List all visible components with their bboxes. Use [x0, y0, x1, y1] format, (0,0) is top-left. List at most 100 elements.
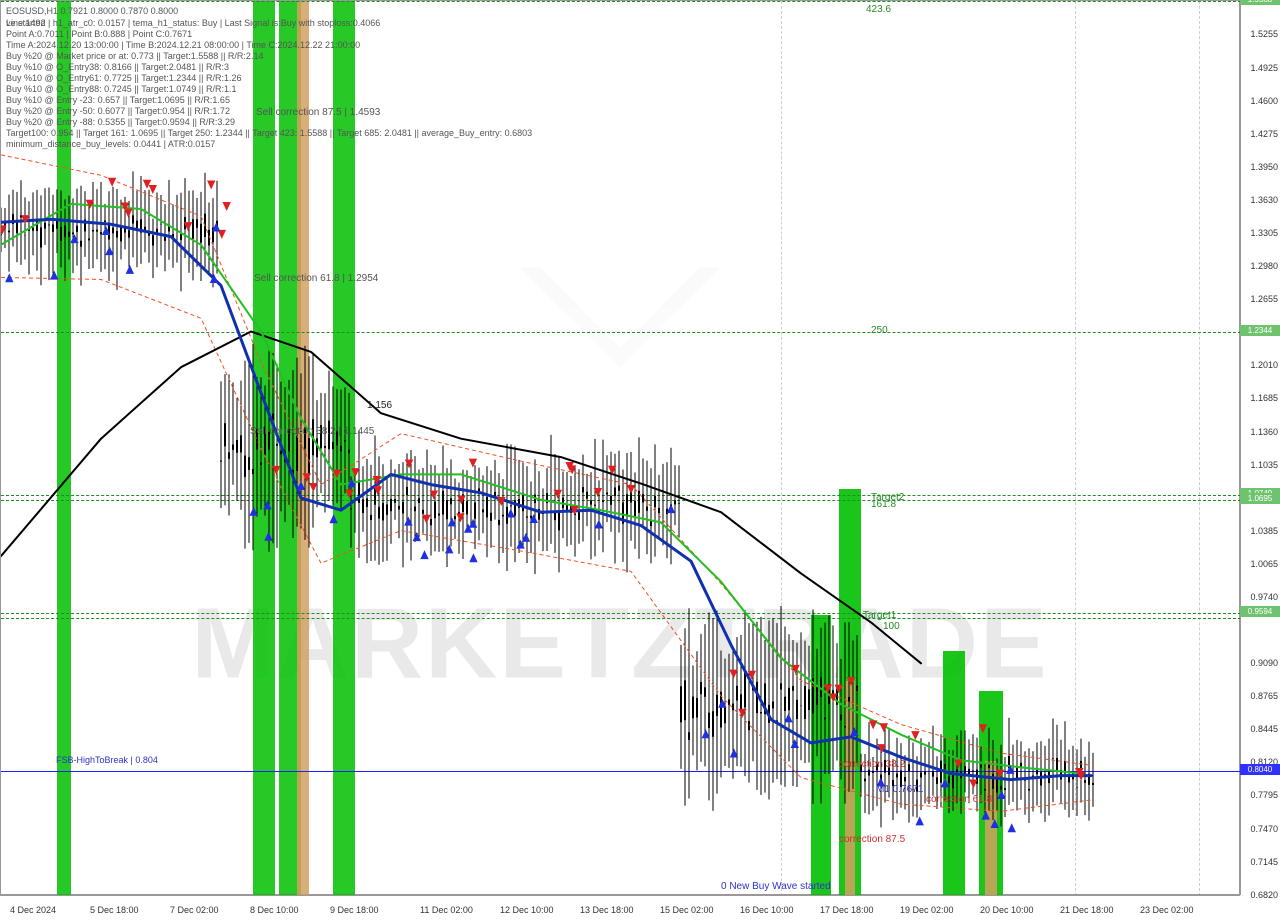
time-tick: 4 Dec 2024: [10, 905, 56, 915]
price-tick: 1.1035: [1242, 460, 1278, 470]
arrow-down-icon: [222, 202, 230, 211]
sell-correction-label: Sell correction 61.8 | 1.2954: [254, 273, 378, 284]
arrow-down-icon: [869, 720, 877, 729]
arrow-down-icon: [303, 473, 311, 482]
annotation-label: 0 New Buy Wave started: [721, 881, 831, 892]
info-text: Buy %20 @ Market price or at: 0.773 || T…: [6, 51, 263, 61]
time-tick: 7 Dec 02:00: [170, 905, 219, 915]
arrow-up-icon: [297, 481, 305, 490]
price-tick: 1.4275: [1242, 129, 1278, 139]
time-tick: 19 Dec 02:00: [900, 905, 954, 915]
info-text: Buy %20 @ Entry -88: 0.5355 || Target:0.…: [6, 117, 235, 127]
info-text: EOSUSD,H1 0.7921 0.8000 0.7870 0.8000: [6, 6, 178, 16]
time-tick: 17 Dec 18:00: [820, 905, 874, 915]
fib-label: 423.6: [866, 4, 891, 15]
price-tick: 0.7470: [1242, 824, 1278, 834]
info-text: Time A:2024.12.20 13:00:00 | Time B:2024…: [6, 40, 360, 50]
price-tick: 1.1360: [1242, 427, 1278, 437]
price-tick: 1.1685: [1242, 393, 1278, 403]
price-tick: 1.0065: [1242, 559, 1278, 569]
price-tick: 1.0385: [1242, 526, 1278, 536]
annotation-label: correction 87.5: [839, 834, 905, 845]
arrow-down-icon: [345, 489, 353, 498]
arrow-up-icon: [915, 816, 923, 825]
price-label-box: 1.5588: [1240, 0, 1280, 5]
arrow-up-icon: [997, 790, 1005, 799]
price-tick: 1.3950: [1242, 162, 1278, 172]
info-text: Buy %10 @ O_Entry38: 0.8166 || Target:2.…: [6, 62, 229, 72]
price-tick: 1.3305: [1242, 228, 1278, 238]
time-tick: 20 Dec 10:00: [980, 905, 1034, 915]
arrow-down-icon: [108, 178, 116, 187]
arrow-up-icon: [5, 273, 13, 282]
arrow-up-icon: [413, 532, 421, 541]
price-label-box: 0.8040: [1240, 764, 1280, 775]
arrow-up-icon: [791, 739, 799, 748]
time-tick: 8 Dec 10:00: [250, 905, 299, 915]
price-tick: 0.6820: [1242, 890, 1278, 900]
time-tick: 16 Dec 10:00: [740, 905, 794, 915]
arrow-down-icon: [979, 724, 987, 733]
info-text: Buy %20 @ Entry -50: 0.6077 || Target:0.…: [6, 106, 230, 116]
arrow-up-icon: [329, 514, 337, 523]
arrow-up-icon: [1008, 823, 1016, 832]
info-text: minimum_distance_buy_levels: 0.0441 | AT…: [6, 139, 215, 149]
info-text: Buy %10 @ Entry -23: 0.657 || Target:1.0…: [6, 95, 230, 105]
time-tick: 21 Dec 18:00: [1060, 905, 1114, 915]
time-tick: 12 Dec 10:00: [500, 905, 554, 915]
arrow-up-icon: [105, 246, 113, 255]
arrow-up-icon: [469, 519, 477, 528]
price-tick: 1.3630: [1242, 195, 1278, 205]
arrow-down-icon: [847, 677, 855, 686]
arrow-down-icon: [457, 495, 465, 504]
channel-lower: [1, 277, 1091, 811]
info-text: Target100: 0.954 || Target 161: 1.0695 |…: [6, 128, 532, 138]
arrow-up-icon: [595, 520, 603, 529]
fsb-label: FSB-HighToBreak | 0.804: [56, 755, 158, 765]
fib-label: 161.8: [871, 499, 896, 510]
info-text: Buy %10 @ O_Entry88: 0.7245 || Target:1.…: [6, 84, 236, 94]
arrow-down-icon: [627, 485, 635, 494]
price-tick: 0.9740: [1242, 592, 1278, 602]
annotation-label: correction 61.8: [926, 794, 992, 805]
info-text: Point A:0.7011 | Point B:0.888 | Point C…: [6, 29, 192, 39]
arrow-down-icon: [969, 779, 977, 788]
price-label-box: 1.2344: [1240, 325, 1280, 336]
arrow-down-icon: [309, 483, 317, 492]
price-label-box: 0.9594: [1240, 606, 1280, 617]
price-tick: 0.7795: [1242, 790, 1278, 800]
info-text: Buy %10 @ O_Entry61: 0.7725 || Target:1.…: [6, 73, 241, 83]
arrow-up-icon: [264, 532, 272, 541]
price-tick: 1.4925: [1242, 63, 1278, 73]
info-text: Line:1492 | h1_atr_c0: 0.0157 | tema_h1_…: [6, 18, 380, 28]
time-tick: 11 Dec 02:00: [420, 905, 473, 915]
time-tick: 23 Dec 02:00: [1140, 905, 1194, 915]
arrow-down-icon: [207, 181, 215, 190]
arrow-down-icon: [835, 685, 843, 694]
price-label-box: 1.0695: [1240, 493, 1280, 504]
annotation-label: M1 0.7671: [876, 784, 923, 795]
fib-label: 100: [883, 621, 900, 632]
arrow-up-icon: [784, 713, 792, 722]
time-tick: 13 Dec 18:00: [580, 905, 634, 915]
chart-plot-area[interactable]: MARKETZTRADE EOSUSD,H1 0.7921 0.8000 0.7…: [0, 0, 1240, 895]
time-tick: 5 Dec 18:00: [90, 905, 139, 915]
sell-correction-label: Sell correction 87.5 | 1.4593: [256, 107, 380, 118]
arrow-up-icon: [667, 504, 675, 513]
sell-correction-label: Sell correction 38.2 | 1.1445: [250, 426, 374, 437]
arrow-up-icon: [126, 265, 134, 274]
annotation-label: correction 38.2: [839, 759, 905, 770]
price-tick: 0.7145: [1242, 857, 1278, 867]
price-tick: 1.2980: [1242, 261, 1278, 271]
price-tick: 1.2010: [1242, 360, 1278, 370]
price-tick: 0.8445: [1242, 724, 1278, 734]
price-tick: 1.5255: [1242, 29, 1278, 39]
arrow-up-icon: [445, 544, 453, 553]
arrow-down-icon: [351, 468, 359, 477]
arrow-up-icon: [469, 553, 477, 562]
fib-label: 250: [871, 325, 888, 336]
price-axis: 1.52551.49251.46001.42751.39501.36301.33…: [1240, 0, 1280, 895]
arrow-up-icon: [982, 811, 990, 820]
time-tick: 15 Dec 02:00: [660, 905, 714, 915]
price-tick: 0.9090: [1242, 658, 1278, 668]
